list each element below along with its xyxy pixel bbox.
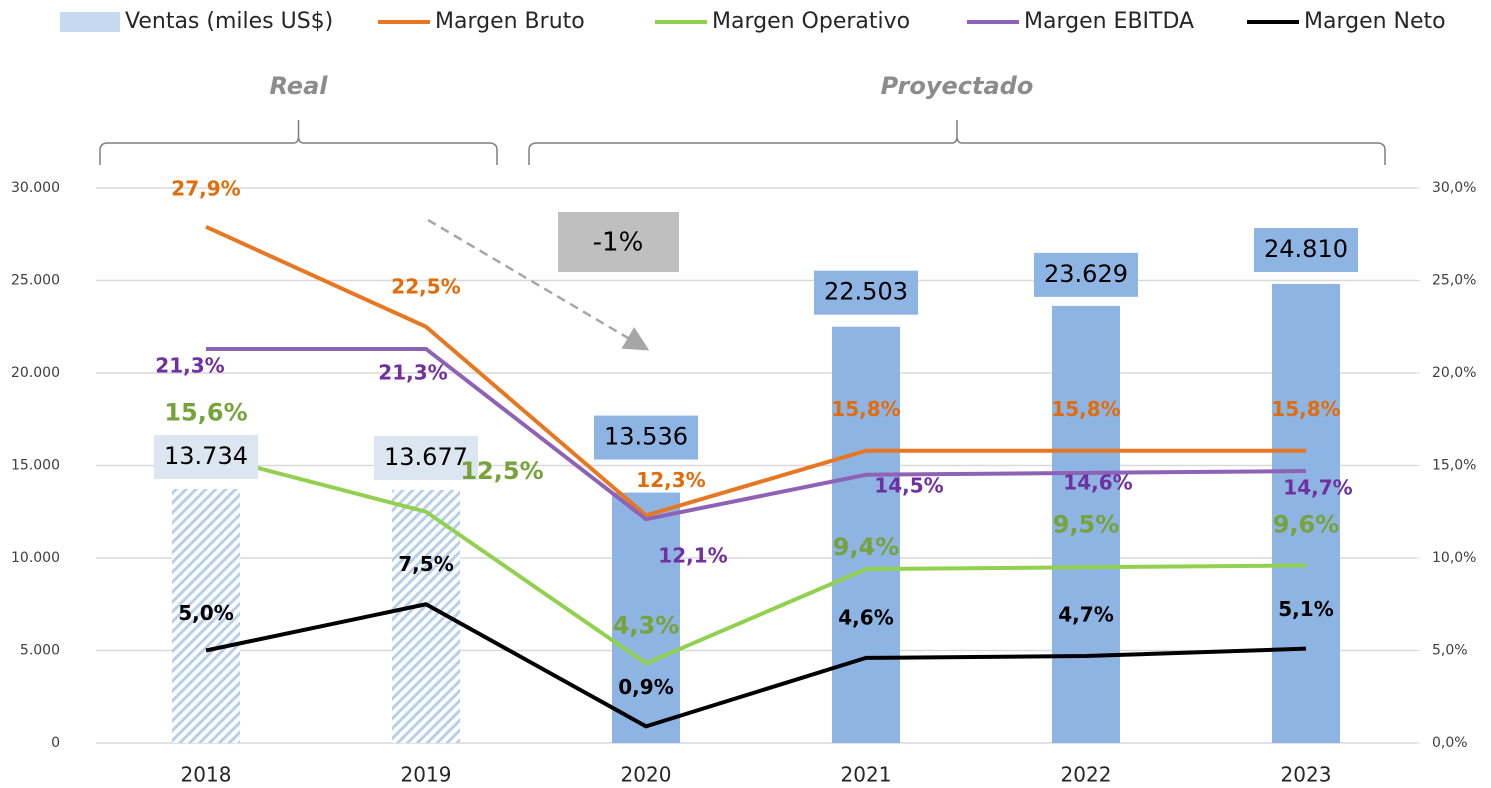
line-value-label: 15,8% — [1051, 397, 1120, 421]
line-value-label: 15,6% — [164, 398, 247, 426]
y-tick-label: 5.000 — [20, 643, 60, 659]
line-value-label: 9,5% — [1053, 510, 1120, 538]
x-tick-label: 2022 — [1061, 763, 1112, 787]
line-value-label: 12,1% — [658, 544, 727, 568]
line-value-label: 12,3% — [636, 468, 705, 492]
line-value-label: 7,5% — [398, 552, 453, 576]
line-value-label: 9,6% — [1273, 510, 1340, 538]
annotation: -1% — [593, 228, 644, 258]
trend-arrow — [427, 218, 650, 351]
legend-label: Margen Operativo — [712, 9, 910, 34]
legend-swatch — [60, 12, 120, 32]
legend-label: Margen Bruto — [435, 9, 585, 34]
bar-label-box — [814, 270, 918, 315]
y-tick-label: 25.000 — [11, 273, 60, 289]
bar — [612, 492, 680, 743]
x-tick-label: 2020 — [621, 763, 672, 787]
group-label: Real — [270, 72, 329, 100]
x-tick-label: 2018 — [181, 763, 232, 787]
y2-tick-label: 30,0% — [1432, 180, 1476, 196]
line-value-label: 14,6% — [1063, 470, 1132, 494]
line-value-label: 5,1% — [1278, 597, 1333, 621]
bar — [1272, 284, 1340, 743]
bar-value-label: 22.503 — [824, 278, 908, 306]
y-tick-label: 0 — [51, 735, 60, 751]
line-series — [205, 225, 1306, 518]
bar-label-box — [374, 435, 478, 480]
line-series — [205, 602, 1307, 729]
line-value-label: 15,8% — [1271, 397, 1340, 421]
y-tick-label: 15.000 — [11, 458, 60, 474]
bar — [1052, 305, 1120, 743]
bar-label-box — [154, 434, 258, 479]
bar — [172, 488, 240, 743]
y2-tick-label: 25,0% — [1432, 273, 1476, 289]
legend-label: Ventas (miles US$) — [125, 9, 333, 34]
bar-value-label: 13.536 — [604, 423, 688, 451]
bar — [832, 326, 900, 743]
line-series — [205, 452, 1307, 666]
line-value-label: 12,5% — [460, 457, 543, 485]
x-tick-label: 2023 — [1281, 763, 1332, 787]
y-tick-label: 30.000 — [11, 180, 60, 196]
line-value-label: 21,3% — [378, 360, 447, 384]
line-value-label: 9,4% — [833, 533, 900, 561]
line-value-label: 22,5% — [391, 274, 460, 298]
y2-tick-label: 10,0% — [1432, 550, 1476, 566]
y2-tick-label: 0,0% — [1432, 735, 1468, 751]
bar-label-box — [1034, 252, 1138, 297]
legend-label: Margen EBITDA — [1024, 9, 1194, 34]
y-tick-label: 20.000 — [11, 365, 60, 381]
line-value-label: 5,0% — [178, 601, 233, 625]
bar-label-box — [594, 415, 698, 460]
line-series — [206, 346, 1307, 522]
bar-value-label: 24.810 — [1264, 235, 1348, 263]
y-tick-label: 10.000 — [11, 550, 60, 566]
line-value-label: 4,7% — [1058, 603, 1113, 627]
line-value-label: 4,6% — [838, 605, 893, 629]
legend-label: Margen Neto — [1304, 9, 1446, 34]
y2-tick-label: 15,0% — [1432, 458, 1476, 474]
x-tick-label: 2021 — [841, 763, 892, 787]
line-value-label: 15,8% — [831, 397, 900, 421]
group-bracket — [528, 120, 1386, 165]
line-value-label: 21,3% — [155, 353, 224, 377]
x-tick-label: 2019 — [401, 763, 452, 787]
line-value-label: 14,7% — [1283, 476, 1352, 500]
line-value-label: 4,3% — [613, 611, 680, 639]
bar-value-label: 23.629 — [1044, 260, 1128, 288]
y2-tick-label: 20,0% — [1432, 365, 1476, 381]
line-value-label: 14,5% — [874, 473, 943, 497]
y2-tick-label: 5,0% — [1432, 643, 1468, 659]
group-label: Proyectado — [881, 72, 1034, 100]
line-value-label: 0,9% — [618, 675, 673, 699]
bar-value-label: 13.677 — [384, 443, 468, 471]
annotation-box — [558, 212, 679, 272]
bar-value-label: 13.734 — [164, 442, 248, 470]
group-bracket — [99, 120, 498, 165]
line-value-label: 27,9% — [171, 176, 240, 200]
bar-label-box — [1254, 228, 1358, 273]
